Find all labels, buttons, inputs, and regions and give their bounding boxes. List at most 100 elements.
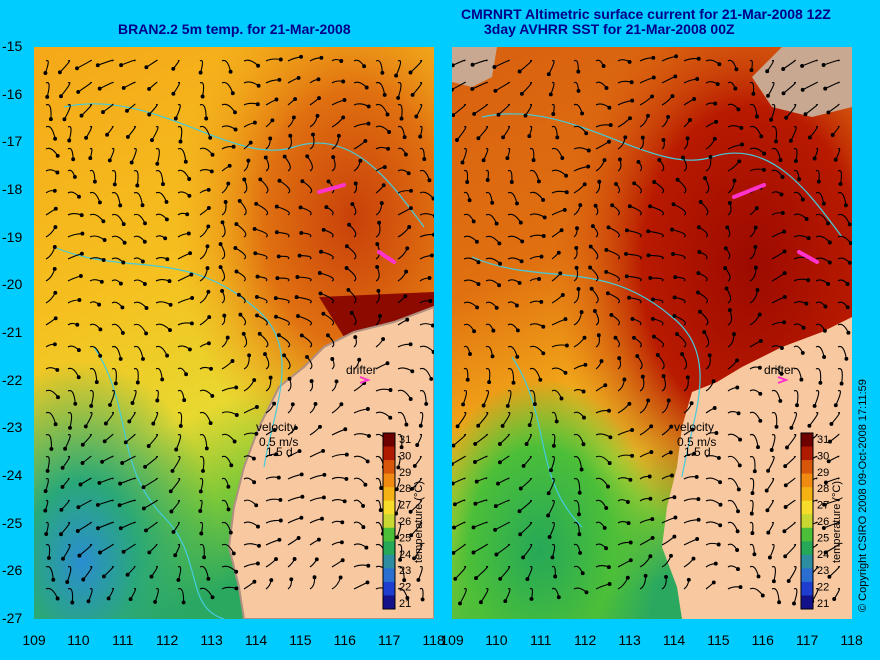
velocity-arrow [173, 521, 180, 533]
velocity-arrow-head [377, 220, 382, 225]
velocity-arrow [766, 59, 774, 72]
velocity-arrow [461, 148, 467, 163]
velocity-arrow-head [342, 98, 347, 102]
velocity-arrow [123, 81, 136, 89]
velocity-arrow-head [475, 305, 480, 310]
velocity-arrow-head [737, 463, 742, 468]
velocity-arrow-head [141, 485, 146, 490]
velocity-arrow-head [556, 595, 561, 600]
velocity-arrow-head [646, 113, 650, 118]
velocity-arrow [255, 203, 269, 216]
velocity-arrow [44, 499, 49, 511]
velocity-arrow-head [584, 131, 589, 136]
velocity-arrow-head [548, 92, 553, 97]
velocity-arrow [767, 521, 774, 533]
velocity-arrow-head [458, 601, 462, 606]
velocity-arrow [653, 336, 665, 348]
velocity-arrow-head [226, 484, 231, 489]
velocity-arrow-head [113, 381, 118, 386]
colorbar-tick-label: 29 [399, 467, 411, 479]
velocity-arrow-head [537, 277, 542, 281]
velocity-arrow [346, 245, 357, 260]
velocity-arrow-head [605, 291, 610, 296]
velocity-arrow [782, 59, 796, 70]
velocity-arrow-head [617, 157, 622, 162]
velocity-arrow-head [263, 352, 267, 357]
velocity-arrow [255, 252, 268, 260]
velocity-arrow [703, 331, 710, 348]
velocity-arrow-head [827, 240, 832, 245]
velocity-arrow-head [252, 480, 257, 485]
velocity-arrow-head [120, 330, 125, 335]
velocity-arrow [766, 499, 774, 511]
velocity-arrow-head [452, 502, 457, 507]
velocity-arrow-head [174, 447, 179, 452]
velocity-arrow-head [45, 94, 50, 99]
velocity-arrow-head [291, 115, 296, 120]
velocity-arrow [815, 345, 825, 358]
velocity-arrow-head [736, 107, 741, 112]
velocity-arrow-head [234, 586, 239, 591]
velocity-arrow-head [582, 415, 586, 420]
longitude-tick: 111 [530, 632, 552, 648]
velocity-arrow-head [344, 266, 349, 270]
velocity-arrow-head [121, 222, 126, 227]
velocity-arrow [457, 412, 467, 427]
velocity-arrow-head [366, 104, 371, 109]
velocity-arrow-head [792, 601, 796, 606]
velocity-arrow-head [84, 135, 89, 140]
velocity-arrow-head [409, 533, 414, 538]
velocity-arrow-head [258, 177, 263, 182]
velocity-arrow [823, 59, 840, 66]
velocity-arrow-head [527, 423, 532, 428]
velocity-arrow-head [164, 199, 169, 204]
longitude-tick: 110 [485, 632, 508, 648]
velocity-arrow [824, 81, 840, 90]
velocity-arrow-head [189, 321, 194, 326]
velocity-arrow-head [289, 577, 294, 582]
colorbar-swatch [801, 433, 813, 448]
velocity-arrow [67, 147, 74, 160]
velocity-arrow-head [490, 200, 495, 205]
velocity-arrow [133, 368, 139, 383]
velocity-arrow-head [342, 499, 347, 504]
colorbar-tick-label: 25 [399, 532, 411, 544]
colorbar: 31 30 29 28 27 26 25 24 23 22 21 temperature (°C) [800, 432, 843, 610]
velocity-arrow-head [80, 231, 85, 236]
colorbar-tick-label: 31 [399, 434, 411, 446]
velocity-arrow-head [846, 330, 851, 335]
velocity-arrow [673, 203, 687, 216]
drifter-track [317, 183, 396, 264]
velocity-arrow-head [782, 271, 787, 276]
velocity-arrow-head [56, 395, 60, 400]
velocity-arrow-head [766, 93, 770, 98]
velocity-arrow-head [276, 475, 281, 480]
velocity-arrow-head [142, 282, 147, 286]
velocity-arrow [784, 543, 797, 557]
colorbar-tick-label: 24 [817, 549, 829, 561]
velocity-arrow-head [101, 110, 105, 115]
velocity-arrow [85, 412, 93, 427]
velocity-arrow [529, 147, 535, 161]
velocity-arrow [837, 345, 847, 359]
latitude-tick: -26 [2, 562, 23, 579]
velocity-arrow-head [547, 535, 552, 539]
velocity-arrow [155, 148, 160, 164]
velocity-arrow-head [63, 446, 68, 451]
velocity-arrow-head [293, 97, 298, 102]
velocity-arrow-head [588, 244, 593, 249]
velocity-arrow [104, 433, 114, 442]
velocity-arrow-head [471, 550, 476, 555]
velocity-arrow [67, 389, 76, 404]
velocity-arrow-head [519, 259, 524, 264]
velocity-arrow [483, 147, 489, 161]
velocity-arrow [199, 411, 212, 424]
velocity-arrow-head [800, 63, 805, 68]
velocity-arrow-head [766, 468, 771, 473]
velocity-arrow [672, 253, 686, 260]
velocity-arrow-head [646, 229, 651, 234]
velocity-arrow-head [494, 552, 499, 557]
velocity-arrow-head [630, 428, 635, 432]
velocity-arrow-head [231, 144, 236, 149]
velocity-arrow [419, 389, 427, 404]
